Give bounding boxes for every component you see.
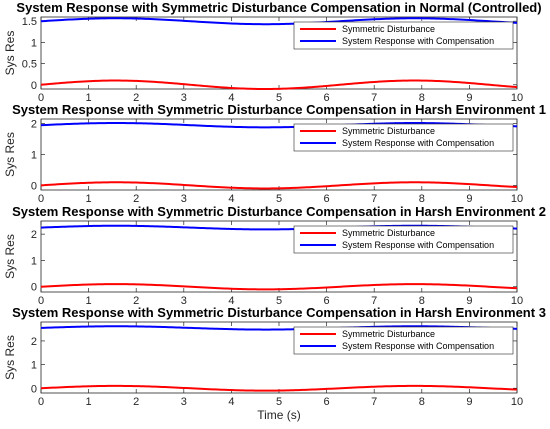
y-tick-label: 1 xyxy=(31,255,37,267)
x-tick-label: 4 xyxy=(228,295,234,307)
x-tick-label: 8 xyxy=(419,92,425,104)
x-tick-label: 10 xyxy=(511,193,523,205)
x-tick-label: 5 xyxy=(276,295,282,307)
x-tick-label: 8 xyxy=(419,193,425,205)
legend-entry: Symmetric Disturbance xyxy=(342,329,435,339)
x-tick-label: 2 xyxy=(133,396,139,408)
x-tick-label: 9 xyxy=(466,396,472,408)
x-tick-label: 9 xyxy=(466,295,472,307)
y-axis-label: Sys Res xyxy=(3,234,17,279)
x-tick-label: 1 xyxy=(86,396,92,408)
x-tick-label: 10 xyxy=(511,396,523,408)
legend: Symmetric Disturbance System Response wit… xyxy=(293,326,514,355)
y-tick-label: 0 xyxy=(31,180,37,192)
x-tick-label: 7 xyxy=(371,396,377,408)
legend-entry: System Response with Compensation xyxy=(342,341,494,351)
y-tick-label: 2 xyxy=(31,336,37,348)
y-tick-label: 0 xyxy=(31,282,37,294)
x-tick-label: 1 xyxy=(86,295,92,307)
series-line-2 xyxy=(40,122,518,129)
x-tick-label: 6 xyxy=(324,193,330,205)
subplot-3: System Response with Symmetric Disturban… xyxy=(3,204,546,307)
y-tick-label: 0 xyxy=(31,383,37,395)
x-tick-label: 2 xyxy=(133,193,139,205)
series-line-2 xyxy=(40,325,518,331)
y-tick-label: 0 xyxy=(31,80,37,92)
series-line-1 xyxy=(40,384,518,392)
x-tick-label: 7 xyxy=(371,295,377,307)
y-tick-label: 2 xyxy=(31,119,37,131)
y-tick-label: 1 xyxy=(31,360,37,372)
x-tick-label: 10 xyxy=(511,295,523,307)
x-tick-label: 3 xyxy=(181,396,187,408)
x-tick-label: 7 xyxy=(371,193,377,205)
x-tick-label: 3 xyxy=(181,193,187,205)
x-axis-label: Time (s) xyxy=(257,408,301,422)
legend-box xyxy=(293,326,514,355)
x-tick-label: 10 xyxy=(511,92,523,104)
legend: Symmetric Disturbance System Response wit… xyxy=(293,21,514,50)
series-line-1 xyxy=(40,79,518,90)
x-tick-label: 2 xyxy=(133,295,139,307)
y-tick-label: 1 xyxy=(31,150,37,162)
x-tick-label: 4 xyxy=(228,396,234,408)
legend-entry: System Response with Compensation xyxy=(342,240,494,250)
x-tick-label: 8 xyxy=(419,396,425,408)
x-tick-label: 3 xyxy=(181,92,187,104)
y-tick-label: 0.5 xyxy=(22,59,37,71)
x-tick-label: 1 xyxy=(86,92,92,104)
x-tick-label: 5 xyxy=(276,193,282,205)
x-tick-label: 4 xyxy=(228,193,234,205)
x-tick-label: 5 xyxy=(276,396,282,408)
subplot-title: System Response with Symmetric Disturban… xyxy=(12,204,546,219)
y-axis-label: Sys Res xyxy=(3,132,17,177)
x-tick-label: 2 xyxy=(133,92,139,104)
subplot-title: System Response with Symmetric Disturban… xyxy=(12,305,546,320)
legend-box xyxy=(293,225,514,254)
subplot-1: System Response with Symmetric Disturban… xyxy=(3,0,542,104)
series-line-1 xyxy=(40,283,518,291)
x-tick-label: 7 xyxy=(371,92,377,104)
legend-entry: System Response with Compensation xyxy=(342,36,494,46)
legend-box xyxy=(293,123,514,152)
legend: Symmetric Disturbance System Response wit… xyxy=(293,123,514,152)
x-tick-label: 4 xyxy=(228,92,234,104)
series-line-2 xyxy=(40,17,518,26)
y-tick-label: 1 xyxy=(31,37,37,49)
y-axis-label: Sys Res xyxy=(3,335,17,380)
subplot-4: System Response with Symmetric Disturban… xyxy=(3,305,546,422)
legend-entry: Symmetric Disturbance xyxy=(342,126,435,136)
legend-entry: Symmetric Disturbance xyxy=(342,228,435,238)
x-tick-label: 0 xyxy=(38,295,44,307)
subplot-title: System Response with Symmetric Disturban… xyxy=(16,0,541,15)
legend-entry: System Response with Compensation xyxy=(342,138,494,148)
x-tick-label: 0 xyxy=(38,92,44,104)
x-tick-label: 0 xyxy=(38,396,44,408)
x-tick-label: 0 xyxy=(38,193,44,205)
x-tick-label: 5 xyxy=(276,92,282,104)
y-tick-label: 1.5 xyxy=(22,16,37,28)
series-line-1 xyxy=(40,181,518,190)
x-tick-label: 8 xyxy=(419,295,425,307)
x-tick-label: 6 xyxy=(324,396,330,408)
legend-box xyxy=(293,21,514,50)
x-tick-label: 9 xyxy=(466,193,472,205)
y-axis-label: Sys Res xyxy=(3,31,17,76)
legend-entry: Symmetric Disturbance xyxy=(342,24,435,34)
legend: Symmetric Disturbance System Response wit… xyxy=(293,225,514,254)
x-tick-label: 6 xyxy=(324,295,330,307)
x-tick-label: 1 xyxy=(86,193,92,205)
x-tick-label: 6 xyxy=(324,92,330,104)
subplot-title: System Response with Symmetric Disturban… xyxy=(12,102,546,117)
x-tick-label: 3 xyxy=(181,295,187,307)
x-tick-label: 9 xyxy=(466,92,472,104)
subplot-2: System Response with Symmetric Disturban… xyxy=(3,102,546,205)
y-tick-label: 2 xyxy=(31,229,37,241)
